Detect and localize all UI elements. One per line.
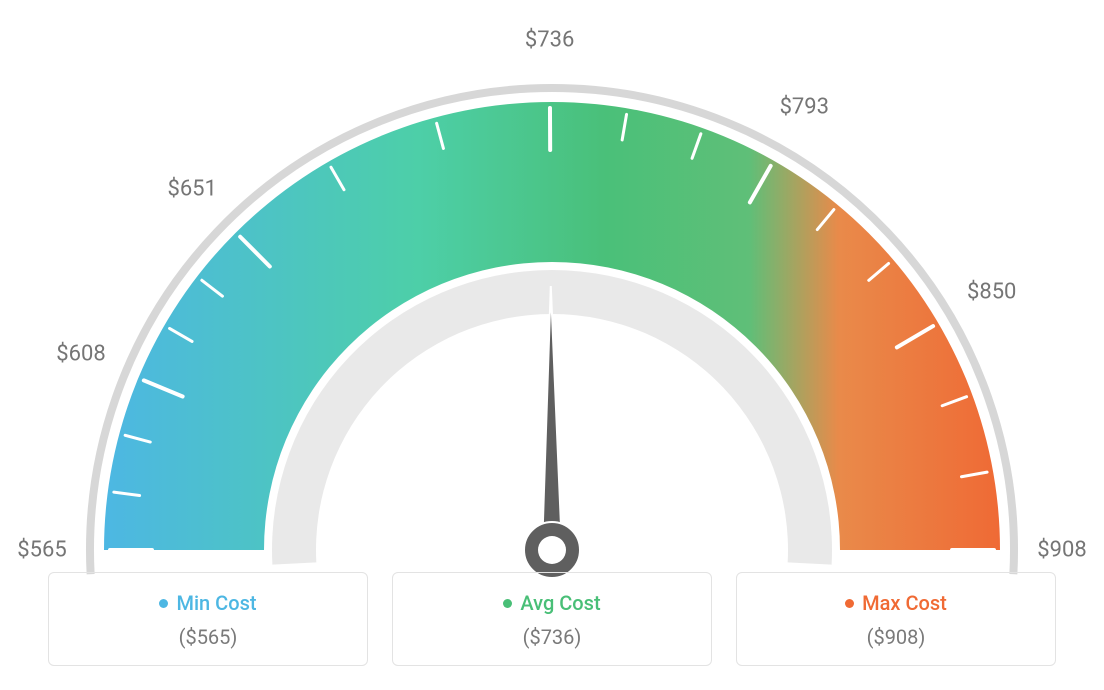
gauge-chart: $565$608$651$736$793$850$908 xyxy=(22,20,1082,580)
legend-card-avg: Avg Cost ($736) xyxy=(392,572,712,666)
gauge-tick-label: $736 xyxy=(525,28,574,53)
legend-card-max: Max Cost ($908) xyxy=(736,572,1056,666)
gauge-svg xyxy=(22,20,1082,580)
gauge-tick-label: $565 xyxy=(17,538,66,563)
legend-value-max: ($908) xyxy=(747,625,1045,649)
legend-label-max: Max Cost xyxy=(862,591,947,615)
gauge-needle-base-hole xyxy=(538,536,566,564)
gauge-tick-label: $908 xyxy=(1037,538,1086,563)
gauge-tick-label: $651 xyxy=(167,176,216,201)
legend-title-min: Min Cost xyxy=(159,591,256,615)
legend-label-avg: Avg Cost xyxy=(520,591,600,615)
legend-dot-icon xyxy=(845,599,854,608)
legend-label-min: Min Cost xyxy=(176,591,256,615)
gauge-tick-label: $608 xyxy=(56,342,105,367)
legend-dot-icon xyxy=(159,599,168,608)
legend-title-avg: Avg Cost xyxy=(503,591,600,615)
gauge-tick-label: $793 xyxy=(780,94,829,119)
legend-row: Min Cost ($565) Avg Cost ($736) Max Cost… xyxy=(0,572,1104,666)
legend-card-min: Min Cost ($565) xyxy=(48,572,368,666)
gauge-needle xyxy=(542,286,562,550)
legend-value-min: ($565) xyxy=(59,625,357,649)
legend-title-max: Max Cost xyxy=(845,591,947,615)
legend-value-avg: ($736) xyxy=(403,625,701,649)
legend-dot-icon xyxy=(503,599,512,608)
gauge-tick-label: $850 xyxy=(967,279,1016,304)
